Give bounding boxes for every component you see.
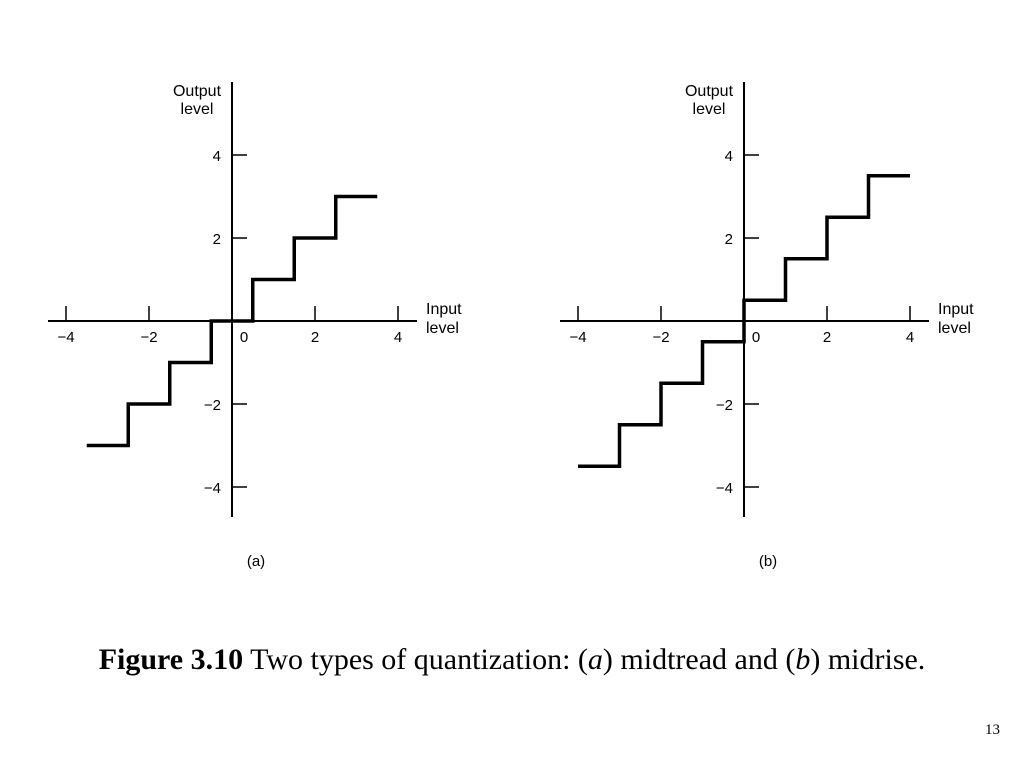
panel-sublabel: (b) xyxy=(759,553,777,570)
y-tick-label: −4 xyxy=(204,480,221,497)
x-tick-label: 4 xyxy=(906,329,914,346)
panel-sublabel: (a) xyxy=(247,553,265,570)
x-tick-label: 2 xyxy=(823,329,831,346)
x-axis-label: Input xyxy=(938,301,974,318)
x-axis-label: level xyxy=(426,320,459,337)
y-tick-label: 2 xyxy=(213,231,221,248)
figure-caption: Figure 3.10 Two types of quantization: (… xyxy=(0,643,1024,677)
caption-b-letter: b xyxy=(795,643,811,676)
y-tick-label: −2 xyxy=(716,397,733,414)
y-axis-label: level xyxy=(181,101,214,118)
quantizer-staircase xyxy=(86,194,378,448)
x-tick-label: −4 xyxy=(57,329,74,346)
y-tick-label: −4 xyxy=(716,480,733,497)
y-tick-label: 4 xyxy=(213,148,221,165)
x-tick-label: −4 xyxy=(569,329,586,346)
caption-a-letter: a xyxy=(587,643,603,676)
quantization-figure: −4 −2 0 2 442−2−4OutputlevelInputlevel(a)−4−… xyxy=(48,82,974,570)
y-tick-label: 4 xyxy=(725,148,733,165)
y-axis-label: level xyxy=(693,101,726,118)
x-tick-label: 0 xyxy=(752,329,760,346)
x-tick-label: 4 xyxy=(394,329,402,346)
y-tick-label: 2 xyxy=(725,231,733,248)
caption-text-1: Two types of quantization: ( xyxy=(243,643,588,676)
page-number: 13 xyxy=(985,722,1000,738)
caption-text-2: ) midtread and ( xyxy=(602,643,796,676)
figure-label: Figure 3.10 xyxy=(98,643,244,676)
y-axis-label: Output xyxy=(685,83,734,100)
x-tick-label: 2 xyxy=(311,329,319,346)
y-tick-label: −2 xyxy=(204,397,221,414)
caption-text-3: ) midrise. xyxy=(810,643,926,676)
x-tick-label: 0 xyxy=(240,329,248,346)
x-tick-label: −2 xyxy=(140,329,157,346)
quantizer-staircase xyxy=(578,174,910,468)
x-axis-label: Input xyxy=(426,301,462,318)
y-axis-label: Output xyxy=(173,83,222,100)
x-tick-label: −2 xyxy=(652,329,669,346)
x-axis-label: level xyxy=(938,320,971,337)
